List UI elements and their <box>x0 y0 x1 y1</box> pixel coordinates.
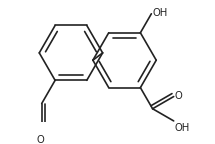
Text: OH: OH <box>153 8 168 18</box>
Text: OH: OH <box>175 123 190 133</box>
Text: O: O <box>37 135 44 144</box>
Text: O: O <box>175 91 183 101</box>
